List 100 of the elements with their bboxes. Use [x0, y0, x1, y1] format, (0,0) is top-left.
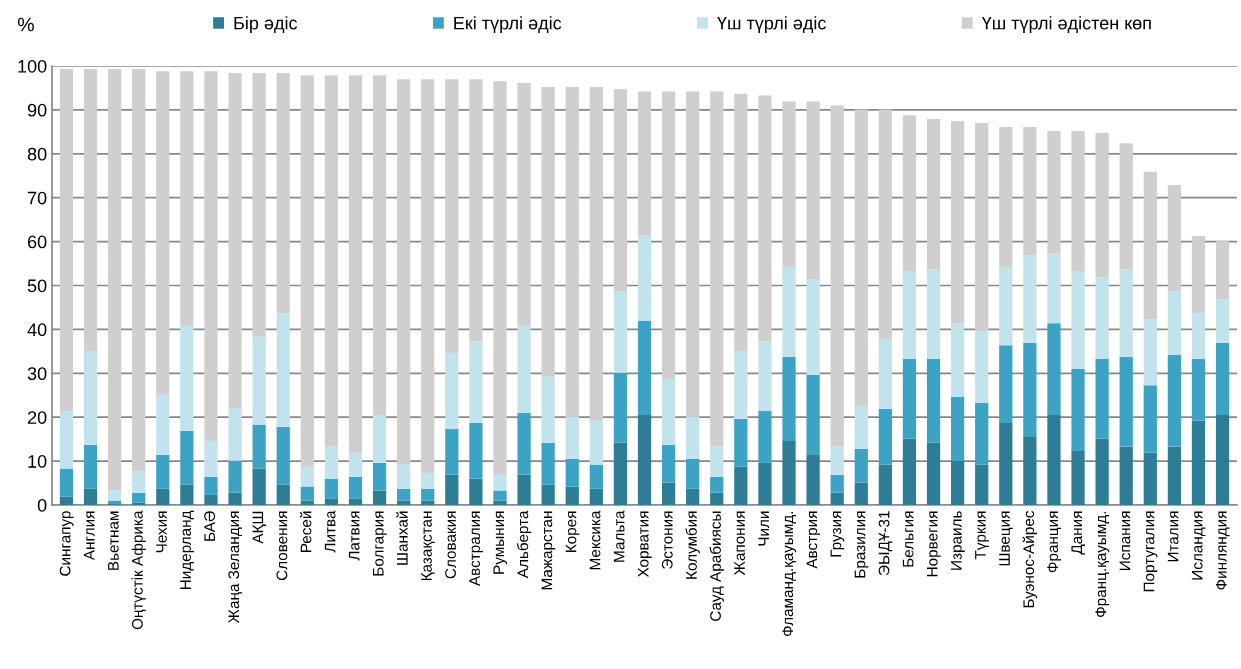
bar [348, 452, 363, 477]
bar [926, 442, 941, 505]
x-tick-label: Хорватия [637, 511, 652, 578]
bar [180, 325, 194, 431]
x-tick-label: Грузия [830, 511, 845, 557]
x-tick-label: Буэнос-Айрес [1022, 510, 1038, 608]
x-tick-label: Бразилия [854, 511, 869, 578]
bar [878, 109, 892, 340]
y-tick-label: 30 [27, 367, 47, 381]
bar [806, 101, 820, 280]
bar [734, 350, 748, 419]
bar [782, 267, 796, 358]
bar [589, 87, 603, 421]
bar [83, 350, 98, 445]
bar [204, 71, 218, 441]
bar [324, 478, 339, 499]
bar [421, 472, 435, 489]
x-tick-label: Мажарстан [541, 511, 556, 590]
bar [132, 492, 146, 503]
x-tick-label: Оңтүстік Африка [131, 510, 146, 630]
legend-label: Үш түрлі әдіс [717, 16, 826, 34]
bar [1071, 368, 1085, 451]
x-tick-label: Ресей [299, 511, 312, 552]
bar [661, 379, 676, 445]
bar [565, 87, 579, 417]
bar [1047, 323, 1061, 416]
bar [830, 492, 844, 505]
bar [228, 408, 242, 461]
bar [1143, 385, 1157, 453]
x-tick-label: Сингапур [59, 511, 74, 576]
bar [686, 458, 700, 489]
bar [372, 415, 387, 463]
bar [397, 79, 411, 465]
x-tick-label: Чили [758, 511, 770, 546]
bar [926, 358, 941, 443]
x-tick-label: Фламанд.қауымд. [782, 511, 797, 637]
bar [132, 502, 146, 505]
y-tick-label: 10 [28, 455, 47, 468]
bar [950, 397, 965, 461]
bar [902, 358, 917, 439]
bar [686, 488, 700, 505]
bar [324, 446, 339, 479]
bar [372, 75, 387, 416]
legend-label: Бір әдіс [234, 16, 298, 34]
x-tick-label: Чехия [156, 511, 167, 553]
bar [108, 490, 122, 501]
bar [1191, 313, 1206, 359]
bar [372, 462, 387, 491]
x-tick-label: Мексика [589, 510, 601, 570]
bar [493, 474, 507, 491]
bar [613, 291, 628, 373]
bar [1071, 271, 1085, 369]
bar [782, 440, 796, 505]
x-tick-label: Словакия [445, 511, 456, 579]
x-tick-label: Финляндия [1215, 511, 1230, 590]
x-tick-label: Словения [276, 511, 288, 581]
bar [999, 422, 1013, 505]
bar [517, 412, 531, 475]
bar [902, 438, 917, 505]
bar [1215, 343, 1230, 416]
x-tick-label: Румыния [493, 511, 508, 574]
bar [878, 408, 892, 465]
bar [493, 500, 507, 505]
bar [686, 91, 700, 417]
bar [975, 123, 989, 332]
bar [228, 492, 242, 505]
bar [926, 269, 941, 359]
bar [854, 109, 868, 405]
bar [975, 331, 989, 403]
bar [637, 235, 652, 322]
bar [300, 500, 314, 505]
bar [854, 404, 868, 449]
bar [565, 416, 579, 459]
bar [156, 454, 170, 489]
bar [1023, 343, 1037, 437]
bar [421, 488, 435, 501]
bar [1095, 438, 1109, 505]
bar [156, 394, 170, 455]
bar [204, 494, 218, 505]
bar [806, 454, 820, 505]
bar [493, 490, 507, 501]
bar [252, 424, 266, 469]
bar [902, 115, 917, 272]
bar [710, 476, 724, 493]
bar [758, 95, 772, 342]
bar [734, 93, 748, 351]
bar [252, 468, 266, 505]
bar [758, 341, 772, 412]
bar [806, 375, 820, 455]
bar [854, 448, 868, 483]
bar [324, 498, 339, 505]
y-tick-label: 20 [27, 411, 47, 424]
bar [445, 429, 459, 475]
bar [950, 121, 965, 324]
y-tick-label: 100 [18, 59, 47, 73]
bar [252, 336, 266, 425]
bar [1215, 299, 1230, 344]
x-tick-label: Испания [1119, 511, 1131, 570]
bar [661, 444, 676, 483]
bar [1191, 235, 1206, 314]
